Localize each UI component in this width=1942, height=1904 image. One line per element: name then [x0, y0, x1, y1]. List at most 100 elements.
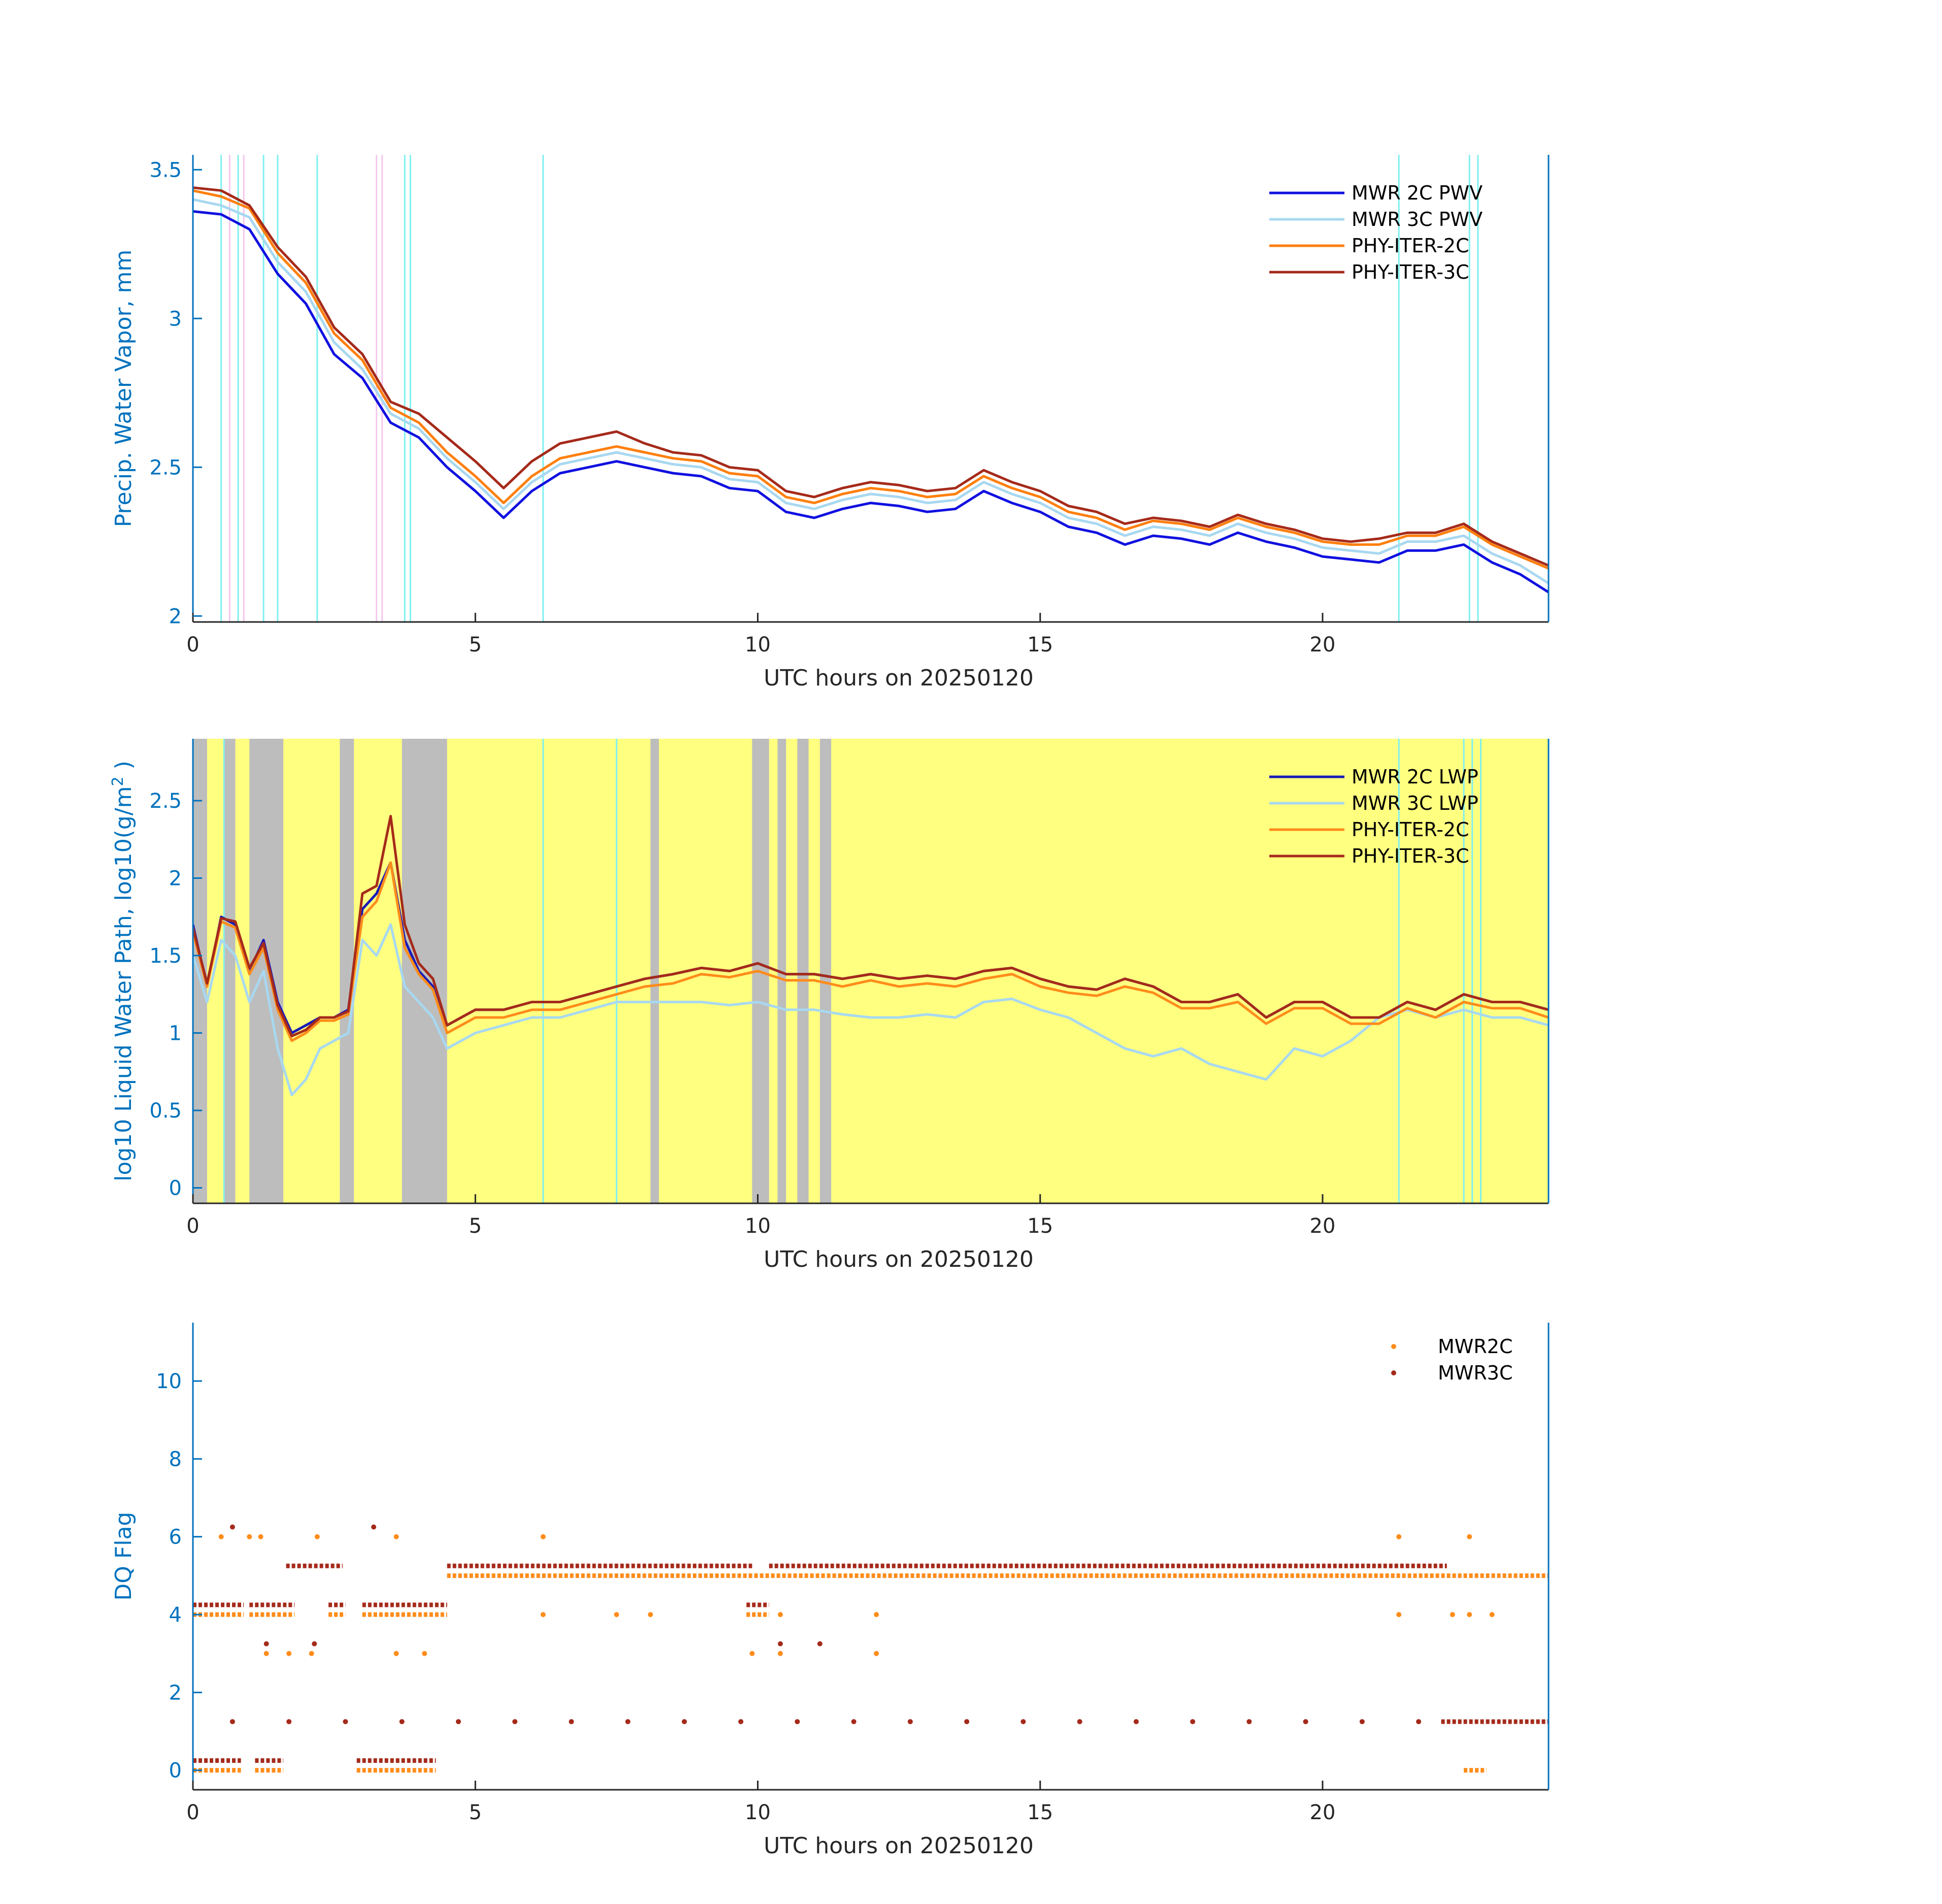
dq-flag-point: [393, 1651, 399, 1656]
dq-flag-point: [1467, 1534, 1472, 1539]
legend-1: MWR 2C PWV MWR 3C PWV PHY-ITER-2C PHY-ITER-…: [1269, 182, 1483, 283]
legend-label-3: PHY-ITER-2C: [1352, 235, 1469, 257]
dq-flag-point: [540, 1612, 546, 1617]
plot-area-2: [193, 739, 1549, 1203]
dq-flag-point: [778, 1641, 783, 1647]
panel-3: 0 5 10 15 20 0 2 4 6 8 10 UTC hours on 20250120 DQ F…: [111, 1323, 1550, 1859]
legend-marker-1: [1391, 1344, 1396, 1349]
gray-band: [340, 739, 354, 1203]
series-line-4: [193, 815, 1549, 1038]
dq-flag-point: [1396, 1534, 1402, 1539]
dq-flag-point: [874, 1651, 879, 1656]
dq-flag-point: [229, 1719, 235, 1724]
dq-flag-point: [343, 1719, 348, 1724]
dq-flag-point: [1021, 1719, 1026, 1724]
y-tick-label: 1.5: [149, 944, 182, 968]
x-tick-label: 15: [1027, 1214, 1053, 1238]
dq-flag-point: [312, 1641, 317, 1647]
x-tick-label: 15: [1027, 633, 1053, 656]
dq-flag-point: [1467, 1612, 1472, 1617]
dq-flag-point: [264, 1641, 269, 1647]
dq-flag-point: [512, 1719, 518, 1724]
legend-label-2: MWR3C: [1438, 1362, 1512, 1384]
dq-flag-point: [681, 1719, 687, 1724]
legend-label-1: MWR 2C LWP: [1352, 766, 1478, 788]
series-line-3: [193, 189, 1549, 570]
x-tick-label: 10: [745, 1214, 771, 1238]
y-tick-label: 10: [156, 1370, 182, 1393]
x-tick-label: 0: [186, 633, 199, 656]
dq-flag-point: [455, 1719, 461, 1724]
dq-flag-point: [778, 1612, 783, 1617]
x-tick-label: 20: [1310, 1801, 1336, 1824]
dq-flag-point: [614, 1612, 619, 1617]
legend-label-1: MWR2C: [1438, 1335, 1512, 1358]
y-axis-label: Precip. Water Vapor, mm: [111, 250, 137, 528]
y-axis-label-main: Precip. Water Vapor, mm: [111, 250, 137, 528]
legend-label-1: MWR 2C PWV: [1352, 182, 1483, 204]
dq-flag-point: [399, 1719, 405, 1724]
dq-flag-point: [264, 1651, 269, 1656]
series-line-2: [193, 923, 1549, 1096]
y-tick-label: 2: [169, 1681, 182, 1704]
dq-flag-point: [1077, 1719, 1082, 1724]
y-tick-label: 2.5: [149, 790, 182, 813]
y-tick-label: 2: [169, 867, 182, 891]
y-tick-label: 4: [169, 1603, 182, 1627]
dq-flag-point: [874, 1612, 879, 1617]
dq-flag-point: [540, 1534, 546, 1539]
dq-flag-point: [738, 1719, 744, 1724]
legend-label-2: MWR 3C PWV: [1352, 208, 1483, 231]
y-tick-label: 2: [169, 605, 182, 628]
dq-flag-point: [286, 1651, 292, 1656]
dq-flag-point: [1246, 1719, 1252, 1724]
dq-flag-point: [247, 1534, 252, 1539]
gray-band: [819, 739, 832, 1203]
panel-2: 0 5 10 15 20 0 0.5 1 1.5 2 2.5 UTC hours on 2025012…: [109, 739, 1550, 1272]
dq-flag-point: [795, 1719, 800, 1724]
y-axis-label-main: log10 Liquid Water Path, log10(g/m: [111, 786, 137, 1181]
legend-label-4: PHY-ITER-3C: [1352, 261, 1469, 283]
gray-band: [650, 739, 659, 1203]
series-line-3: [193, 861, 1549, 1042]
dq-flag-point: [286, 1719, 292, 1724]
dq-flag-point: [1190, 1719, 1196, 1724]
dq-flag-point: [229, 1524, 235, 1530]
x-tick-label: 10: [745, 1801, 771, 1824]
y-tick-label: 0: [169, 1177, 182, 1200]
y-tick-label: 3.5: [149, 158, 182, 182]
y-tick-label: 3: [169, 307, 182, 331]
x-tick-label: 0: [186, 1214, 199, 1238]
y-axis-label-main: DQ Flag: [111, 1512, 137, 1601]
gray-band: [797, 739, 809, 1203]
dq-flag-point: [778, 1651, 783, 1656]
dq-flag-point: [851, 1719, 857, 1724]
dq-flag-point: [907, 1719, 913, 1724]
legend-marker-2: [1391, 1370, 1396, 1375]
x-axis-label: UTC hours on 20250120: [764, 1246, 1034, 1272]
dq-flag-point: [393, 1534, 399, 1539]
y-axis-label-close: ): [111, 761, 137, 776]
x-axis-label: UTC hours on 20250120: [764, 1833, 1034, 1859]
dq-flag-point: [1416, 1719, 1422, 1724]
legend-3: MWR2C MWR3C: [1391, 1335, 1512, 1384]
y-tick-label: 0.5: [149, 1099, 182, 1123]
x-tick-label: 10: [745, 633, 771, 656]
x-tick-label: 0: [186, 1801, 199, 1824]
dq-flag-point: [964, 1719, 970, 1724]
x-tick-label: 5: [469, 1214, 482, 1238]
dq-flag-point: [422, 1651, 427, 1656]
legend-2: MWR 2C LWP MWR 3C LWP PHY-ITER-2C PHY-ITER-…: [1269, 766, 1478, 867]
series-line-4: [193, 186, 1549, 567]
y-tick-label: 6: [169, 1526, 182, 1549]
dq-flag-point: [1396, 1612, 1402, 1617]
y-tick-label: 2.5: [149, 456, 182, 479]
y-axis-label: DQ Flag: [111, 1512, 137, 1601]
y-axis-label-superscript: 2: [109, 776, 127, 786]
x-tick-label: 5: [469, 1801, 482, 1824]
dq-flag-point: [749, 1651, 755, 1656]
y-axis-label: log10 Liquid Water Path, log10(g/m2 ): [109, 761, 137, 1181]
dq-flag-point: [218, 1534, 224, 1539]
plot-background: [193, 739, 1549, 1203]
